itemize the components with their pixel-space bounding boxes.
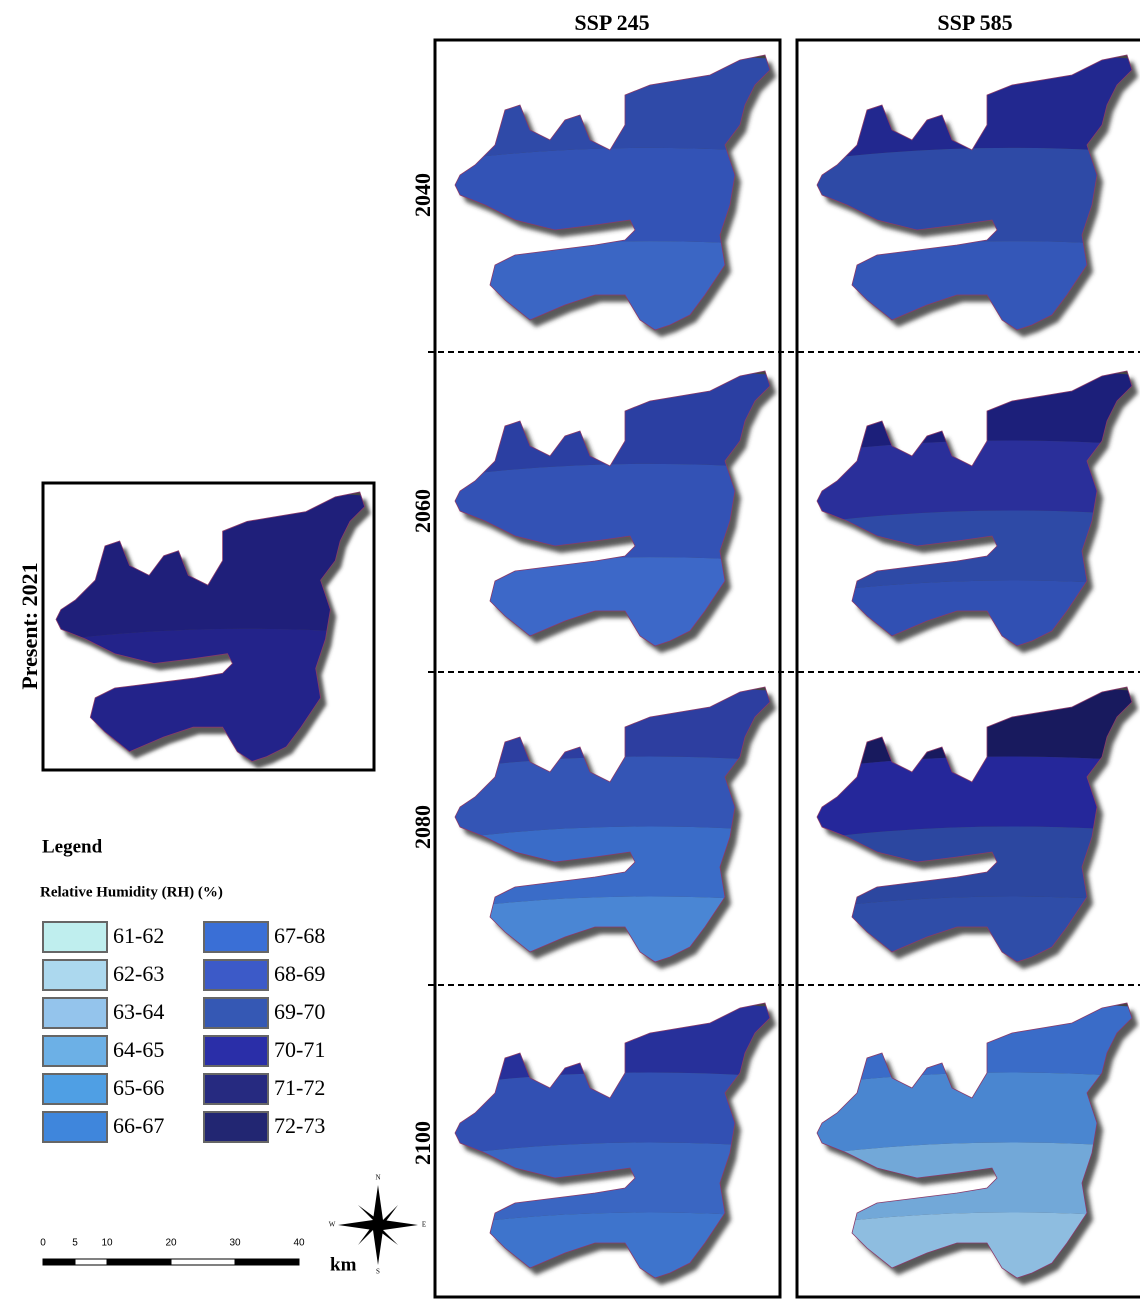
scale-tick-label: 0	[40, 1238, 46, 1249]
compass-s: S	[376, 1268, 380, 1276]
map	[812, 1003, 1137, 1296]
legend-label: 62-63	[113, 961, 164, 986]
scale-unit: km	[330, 1254, 357, 1275]
rh-zone	[812, 511, 1137, 594]
map	[450, 687, 775, 980]
rh-zone	[812, 441, 1137, 524]
scale-segment	[171, 1259, 235, 1265]
rh-zone	[450, 897, 775, 980]
map-zones	[450, 1003, 775, 1296]
rh-zone	[450, 55, 775, 161]
scale-tick-label: 30	[229, 1238, 241, 1249]
rh-zone	[812, 148, 1137, 254]
legend-swatch	[43, 998, 107, 1028]
legend-label: 61-62	[113, 923, 164, 948]
legend-swatch	[204, 922, 268, 952]
map	[450, 371, 775, 664]
legend-label: 67-68	[274, 923, 325, 948]
scale-segment	[107, 1259, 171, 1265]
legend-label: 68-69	[274, 961, 325, 986]
legend-label: 63-64	[113, 999, 164, 1024]
legend-swatch	[204, 998, 268, 1028]
compass-e: E	[422, 1221, 426, 1229]
rh-zone	[812, 581, 1137, 664]
rh-zone	[450, 827, 775, 910]
scale-tick-label: 20	[165, 1238, 177, 1249]
map-zones	[450, 55, 775, 348]
scale-tick-label: 40	[293, 1238, 305, 1249]
map	[450, 55, 775, 348]
legend-swatch	[204, 1074, 268, 1104]
map-zones	[812, 55, 1137, 348]
rh-zone	[450, 1143, 775, 1226]
rh-zone	[450, 371, 775, 477]
legend-label: 69-70	[274, 999, 325, 1024]
rh-zone	[812, 1073, 1137, 1156]
legend-swatch	[204, 960, 268, 990]
scale-tick-label: 5	[72, 1238, 78, 1249]
legend-label: 64-65	[113, 1037, 164, 1062]
rh-zone	[450, 1073, 775, 1156]
legend-label: 72-73	[274, 1113, 325, 1138]
row-label: 2100	[410, 1121, 435, 1165]
map	[812, 55, 1137, 348]
map-zones	[812, 687, 1137, 980]
legend-swatch	[204, 1036, 268, 1066]
legend-label: 71-72	[274, 1075, 325, 1100]
rh-zone	[450, 148, 775, 254]
scale-segment	[235, 1259, 299, 1265]
scale-segment	[75, 1259, 107, 1265]
row-label: 2080	[410, 805, 435, 849]
rh-zone	[450, 757, 775, 840]
rh-zone	[450, 464, 775, 570]
legend-label: 65-66	[113, 1075, 164, 1100]
figure: Present: 2021 Legend Relative Humidity (…	[0, 0, 1140, 1303]
rh-zone	[812, 1143, 1137, 1226]
rh-zone	[812, 757, 1137, 840]
map-zones	[812, 1003, 1137, 1296]
map	[51, 492, 370, 779]
map	[812, 371, 1137, 664]
legend-swatch	[43, 1112, 107, 1142]
legend-title: Legend	[42, 836, 103, 857]
legend-swatch	[204, 1112, 268, 1142]
rh-zone	[812, 827, 1137, 910]
row-label: 2040	[410, 173, 435, 217]
column-header: SSP 585	[937, 10, 1012, 35]
present-label: Present: 2021	[17, 562, 42, 689]
legend-label: 70-71	[274, 1037, 325, 1062]
map-zones	[450, 687, 775, 980]
legend-swatch	[43, 1074, 107, 1104]
legend-swatch	[43, 960, 107, 990]
rh-zone	[450, 1213, 775, 1296]
scale-segment	[43, 1259, 75, 1265]
compass-n: N	[375, 1174, 380, 1182]
map-zones	[450, 371, 775, 664]
map-zones	[812, 371, 1137, 664]
column-header: SSP 245	[574, 10, 649, 35]
scale-tick-label: 10	[101, 1238, 113, 1249]
map	[812, 687, 1137, 980]
row-label: 2060	[410, 489, 435, 533]
legend-subtitle: Relative Humidity (RH) (%)	[40, 884, 223, 900]
map-zones	[51, 492, 370, 779]
rh-zone	[812, 55, 1137, 161]
rh-zone	[812, 897, 1137, 980]
legend-swatch	[43, 1036, 107, 1066]
rh-zone	[812, 1213, 1137, 1296]
legend-swatch	[43, 922, 107, 952]
map	[450, 1003, 775, 1296]
compass-w: W	[329, 1221, 336, 1229]
legend-label: 66-67	[113, 1113, 164, 1138]
